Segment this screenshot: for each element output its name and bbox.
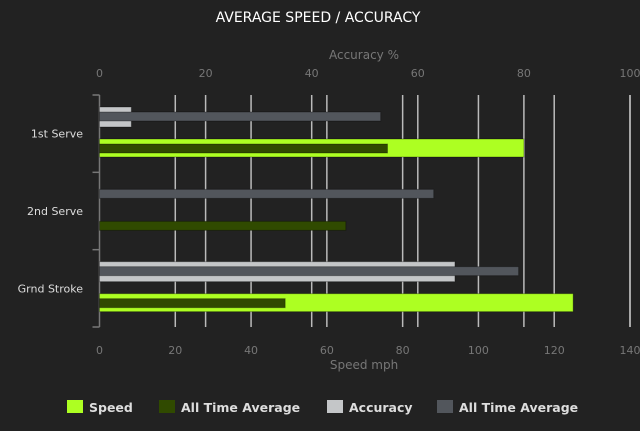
legend-label: Speed [89,400,133,415]
tick-label-bottom: 0 [96,344,103,357]
bar-all-time-average-grnd-stroke [100,299,286,308]
tick-label-bottom: 60 [320,344,334,357]
bar-all-time-average-2nd-serve [100,221,346,230]
tick-label-top: 0 [96,67,103,80]
top-axis-label: Accuracy % [329,48,399,62]
legend-swatch [327,400,343,413]
tick-label-bottom: 40 [244,344,258,357]
tick-label-top: 40 [305,67,319,80]
chart-title: AVERAGE SPEED / ACCURACY [216,10,421,26]
tick-label-top: 60 [411,67,425,80]
tick-label-top: 20 [199,67,213,80]
bottom-axis-label: Speed mph [330,358,398,372]
tick-label-bottom: 140 [620,344,640,357]
legend-label: Accuracy [349,400,413,415]
bar-all-time-average-1st-serve [100,112,381,121]
legend-label: All Time Average [181,400,300,415]
legend-swatch [437,400,453,413]
bar-all-time-average-grnd-stroke [100,267,519,276]
legend-label: All Time Average [459,400,578,415]
legend-swatch [159,400,175,413]
category-label: Grnd Stroke [18,282,84,295]
legend-swatch [67,400,83,413]
tick-label-bottom: 20 [168,344,182,357]
tick-label-bottom: 120 [544,344,565,357]
tick-label-bottom: 100 [468,344,489,357]
tick-label-top: 100 [620,67,640,80]
tick-label-bottom: 80 [396,344,410,357]
bar-all-time-average-2nd-serve [100,189,434,198]
category-label: 1st Serve [31,128,83,141]
category-label: 2nd Serve [27,205,83,218]
bar-all-time-average-1st-serve [100,144,388,153]
tick-label-top: 80 [517,67,531,80]
